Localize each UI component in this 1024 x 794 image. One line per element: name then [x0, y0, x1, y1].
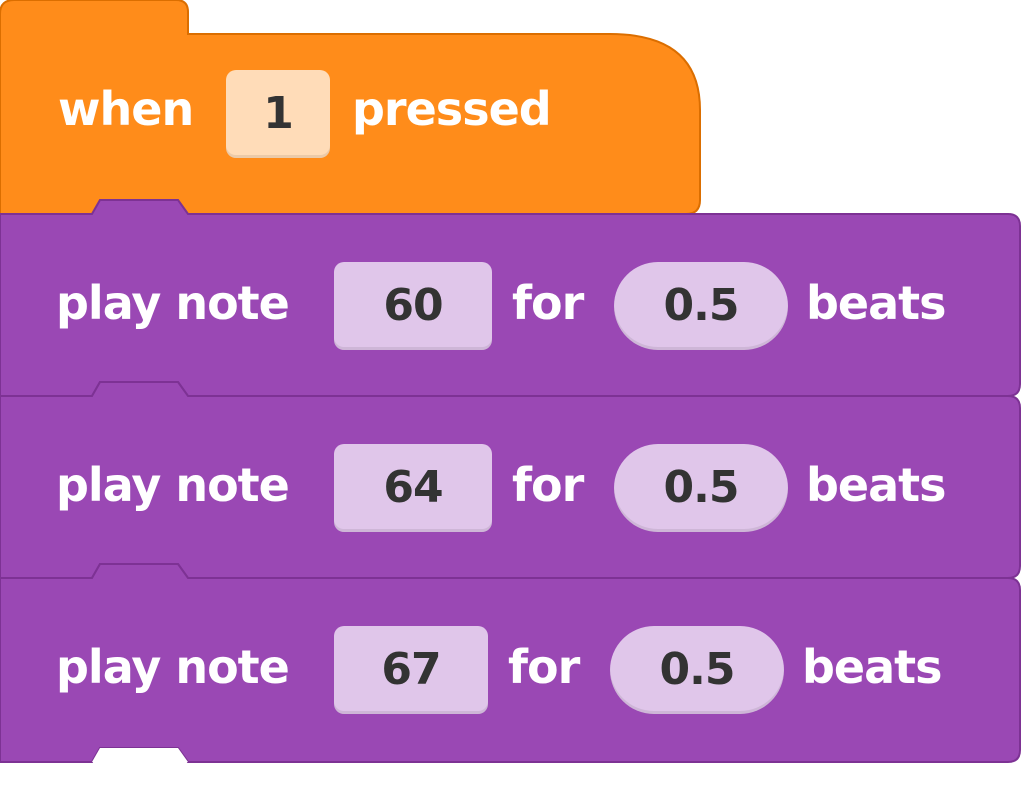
beats-value: 0.5 [659, 644, 736, 695]
key-value: 1 [263, 88, 294, 139]
beats-value: 0.5 [663, 280, 740, 331]
note-value: 64 [383, 462, 443, 513]
play-note-label: play note [56, 640, 290, 694]
note-value: 67 [381, 644, 441, 695]
when-key-pressed-block[interactable] [0, 0, 701, 215]
note-value: 60 [383, 280, 443, 331]
beats-value: 0.5 [663, 462, 740, 513]
when-label: when [58, 82, 194, 136]
play-note-block-3[interactable] [0, 563, 1021, 763]
note-input[interactable]: 64 [334, 444, 492, 532]
for-label: for [512, 276, 584, 330]
note-input[interactable]: 60 [334, 262, 492, 350]
beats-input[interactable]: 0.5 [610, 626, 784, 714]
beats-input[interactable]: 0.5 [614, 262, 788, 350]
for-label: for [508, 640, 580, 694]
note-input[interactable]: 67 [334, 626, 488, 714]
beats-label: beats [806, 276, 947, 330]
play-note-label: play note [56, 276, 290, 330]
beats-input[interactable]: 0.5 [614, 444, 788, 532]
beats-label: beats [806, 458, 947, 512]
key-dropdown[interactable]: 1 [226, 70, 330, 158]
for-label: for [512, 458, 584, 512]
pressed-label: pressed [352, 82, 552, 136]
bottom-notch [92, 748, 188, 762]
beats-label: beats [802, 640, 943, 694]
play-note-label: play note [56, 458, 290, 512]
